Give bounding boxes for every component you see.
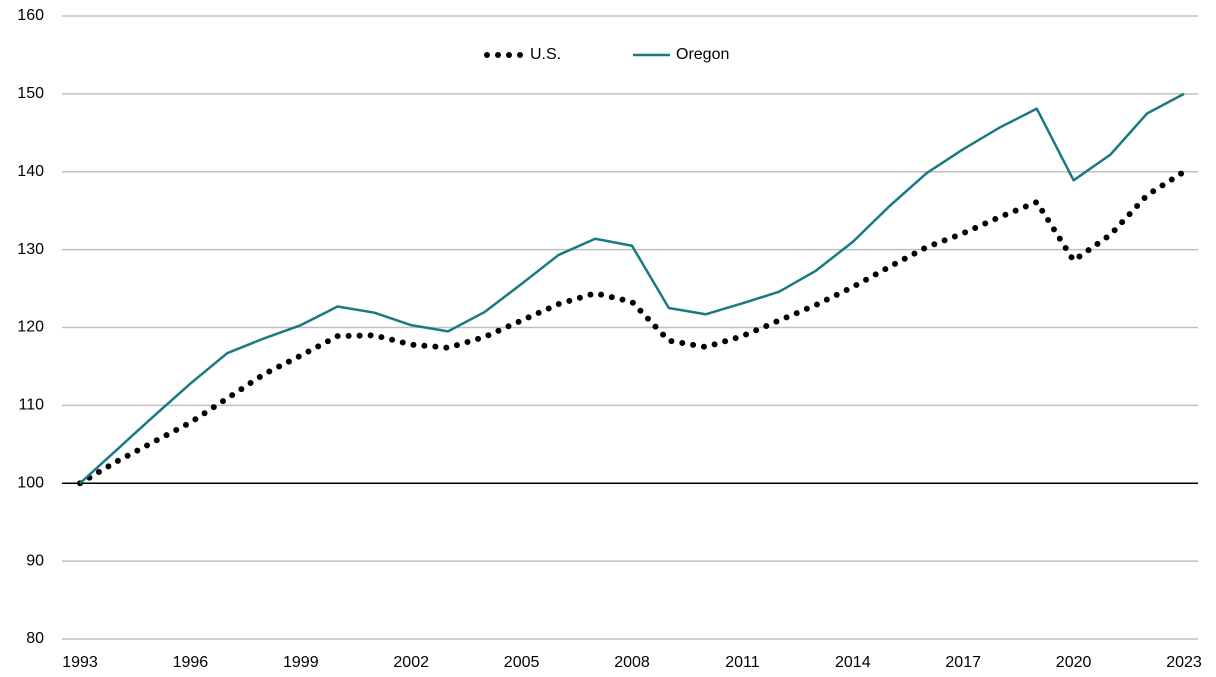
y-tick-label: 160 <box>17 7 44 24</box>
x-tick-label: 1993 <box>62 654 98 671</box>
y-tick-label: 130 <box>17 241 44 258</box>
series-line <box>79 92 1185 485</box>
x-tick-label: 2020 <box>1056 654 1092 671</box>
series-line <box>77 168 1187 487</box>
x-tick-label: 2023 <box>1166 654 1202 671</box>
x-tick-label: 2017 <box>945 654 981 671</box>
x-tick-label: 1996 <box>173 654 209 671</box>
y-tick-label: 150 <box>17 85 44 102</box>
legend-label: U.S. <box>530 46 561 63</box>
y-tick-label: 140 <box>17 163 44 180</box>
legend-label: Oregon <box>676 46 729 63</box>
y-tick-label: 120 <box>17 319 44 336</box>
y-tick-label: 90 <box>26 552 44 569</box>
y-tick-label: 100 <box>17 474 44 491</box>
x-tick-label: 1999 <box>283 654 319 671</box>
x-tick-label: 2008 <box>614 654 650 671</box>
x-tick-label: 2014 <box>835 654 871 671</box>
x-tick-label: 2002 <box>393 654 429 671</box>
x-tick-label: 2011 <box>725 654 760 671</box>
y-tick-label: 80 <box>26 630 44 647</box>
y-tick-label: 110 <box>18 397 44 414</box>
x-tick-label: 2005 <box>504 654 540 671</box>
